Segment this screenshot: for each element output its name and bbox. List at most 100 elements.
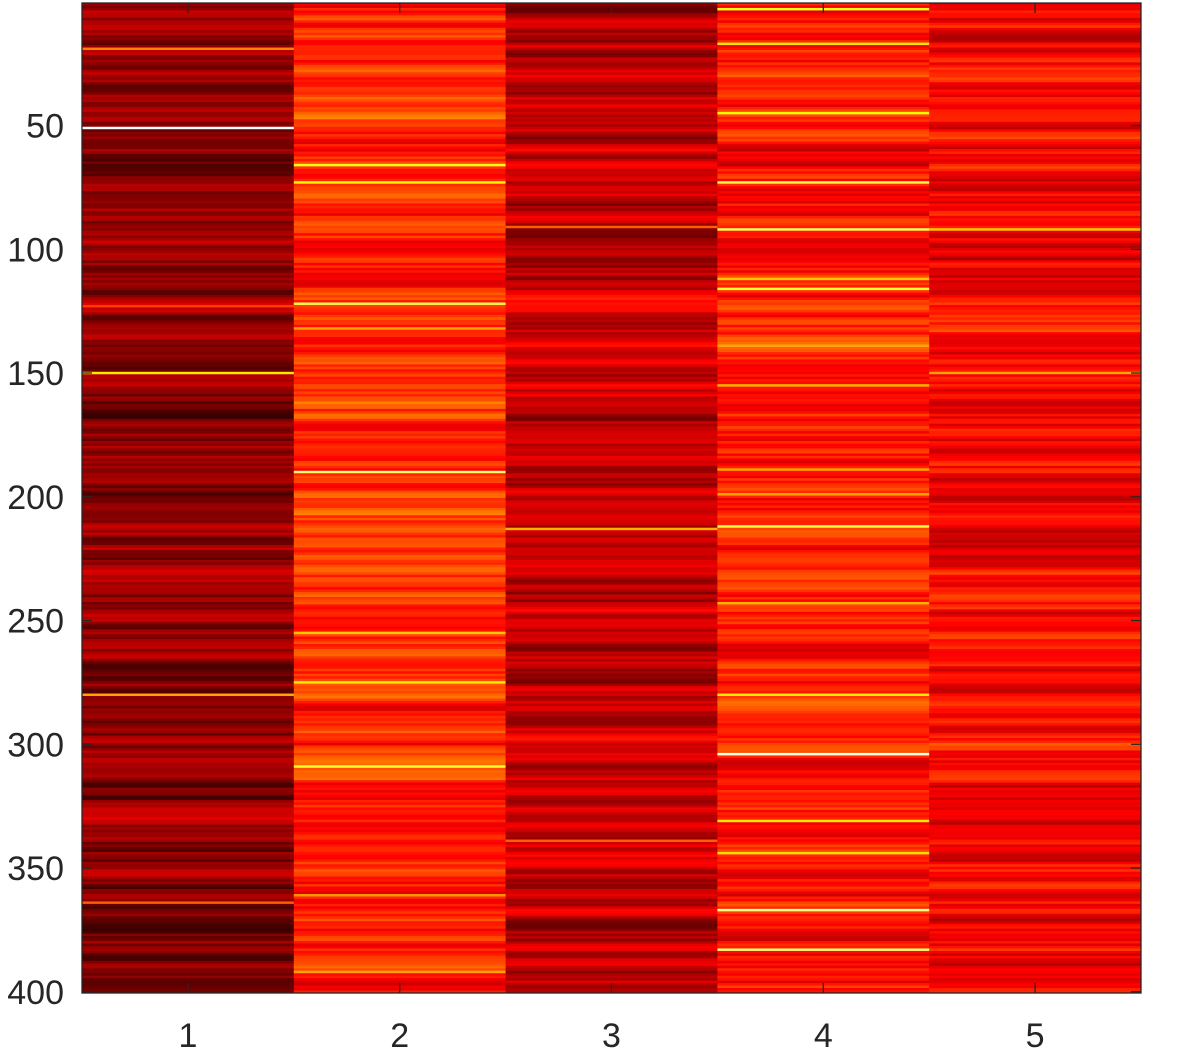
heatmap-cell xyxy=(717,20,930,24)
heatmap-cell xyxy=(505,921,718,925)
heatmap-cell xyxy=(293,975,506,979)
heatmap-cell xyxy=(717,322,930,326)
heatmap-cell xyxy=(717,705,930,709)
heatmap-cell xyxy=(717,149,930,152)
heatmap-cell xyxy=(293,844,506,848)
heatmap-cell xyxy=(717,32,930,36)
heatmap-cell xyxy=(505,218,718,222)
heatmap-cell xyxy=(293,72,506,76)
heatmap-cell xyxy=(82,144,295,147)
heatmap-cell xyxy=(82,866,295,870)
heatmap-cell xyxy=(929,666,1142,670)
heatmap-cell xyxy=(929,767,1142,771)
heatmap-cell xyxy=(505,681,718,685)
heatmap-cell xyxy=(293,520,506,524)
heatmap-cell xyxy=(293,131,506,135)
heatmap-cell xyxy=(293,812,506,816)
heatmap-cell xyxy=(717,344,930,348)
heatmap-cell xyxy=(929,139,1142,143)
heatmap-cell xyxy=(717,552,930,556)
heatmap-cell xyxy=(82,876,295,880)
heatmap-cell xyxy=(929,265,1142,269)
heatmap-cell xyxy=(82,698,295,702)
heatmap-cell xyxy=(505,948,718,952)
heatmap-cell xyxy=(293,653,506,657)
heatmap-cell xyxy=(505,198,718,202)
heatmap-cell xyxy=(293,527,506,531)
heatmap-cell xyxy=(929,12,1142,16)
heatmap-cell xyxy=(717,257,930,261)
heatmap-cell xyxy=(82,760,295,764)
heatmap-cell xyxy=(82,790,295,793)
heatmap-cell xyxy=(717,846,930,850)
heatmap-cell xyxy=(929,856,1142,860)
heatmap-cell xyxy=(929,908,1142,912)
heatmap-cell xyxy=(929,777,1142,781)
heatmap-cell xyxy=(82,473,295,477)
heatmap-cell xyxy=(82,609,295,613)
heatmap-cell xyxy=(505,661,718,665)
heatmap-cell xyxy=(717,121,930,125)
heatmap-cell xyxy=(82,567,295,571)
heatmap-cell xyxy=(82,824,295,828)
heatmap-cell xyxy=(717,864,930,868)
heatmap-cell xyxy=(717,668,930,672)
heatmap-cell xyxy=(717,931,930,935)
heatmap-cell xyxy=(505,35,718,39)
heatmap-cell xyxy=(717,201,930,204)
heatmap-cell xyxy=(929,799,1142,803)
heatmap-cell xyxy=(505,391,718,395)
heatmap-cell xyxy=(82,569,295,573)
heatmap-cell xyxy=(505,646,718,650)
heatmap-cell xyxy=(717,842,930,845)
heatmap-cell xyxy=(717,248,930,251)
heatmap-cell xyxy=(717,958,930,962)
heatmap-cell xyxy=(505,54,718,58)
heatmap-cell xyxy=(293,381,506,385)
heatmap-cell xyxy=(293,257,506,261)
heatmap-cell xyxy=(929,116,1142,120)
heatmap-cell xyxy=(929,562,1142,566)
heatmap-cell xyxy=(293,542,506,546)
heatmap-cell xyxy=(717,666,930,670)
heatmap-cell xyxy=(717,389,930,392)
heatmap-cell xyxy=(717,535,930,539)
heatmap-cell xyxy=(505,752,718,756)
heatmap-cell xyxy=(505,158,718,162)
heatmap-cell xyxy=(82,916,295,920)
heatmap-cell xyxy=(505,248,718,251)
heatmap-cell xyxy=(717,641,930,645)
heatmap-cell xyxy=(929,312,1142,316)
heatmap-cell xyxy=(929,839,1142,843)
heatmap-cell xyxy=(293,505,506,509)
heatmap-cell xyxy=(505,285,718,289)
heatmap-cell xyxy=(293,322,506,326)
heatmap-cell xyxy=(293,50,506,53)
heatmap-cell xyxy=(505,421,718,425)
heatmap-cell xyxy=(82,57,295,61)
heatmap-cell xyxy=(505,126,718,130)
heatmap-cell xyxy=(929,421,1142,425)
heatmap-cell xyxy=(82,502,295,506)
heatmap-cell xyxy=(717,569,930,573)
heatmap-cell xyxy=(293,552,506,556)
heatmap-cell xyxy=(717,832,930,836)
heatmap-cell xyxy=(717,265,930,269)
heatmap-cell xyxy=(293,960,506,964)
heatmap-cell xyxy=(82,656,295,660)
y-tick-label: 200 xyxy=(7,479,64,517)
heatmap-cell xyxy=(505,639,718,642)
heatmap-cell xyxy=(293,799,506,803)
heatmap-cell xyxy=(717,520,930,524)
heatmap-cell xyxy=(82,475,295,479)
heatmap-cell xyxy=(505,738,718,741)
heatmap-cell xyxy=(505,683,718,687)
heatmap-cell xyxy=(717,300,930,303)
heatmap-cell xyxy=(293,106,506,110)
heatmap-cell xyxy=(717,970,930,974)
heatmap-cell xyxy=(82,832,295,836)
heatmap-cell xyxy=(505,936,718,939)
heatmap-cell xyxy=(293,173,506,177)
heatmap-cell xyxy=(293,663,506,667)
heatmap-cell xyxy=(293,208,506,212)
